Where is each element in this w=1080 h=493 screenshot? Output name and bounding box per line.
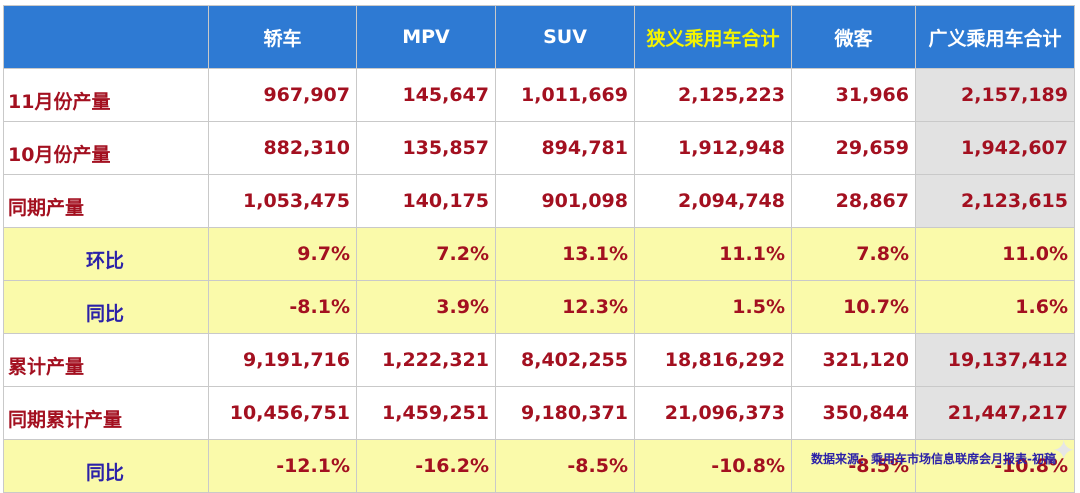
table-cell: 350,844 (791, 386, 916, 440)
table-cell: -12.1% (208, 439, 357, 493)
table-cell: -16.2% (356, 439, 496, 493)
table-row: 10月份产量 882,310 135,857 894,781 1,912,948… (3, 121, 1075, 175)
table-row: 累计产量 9,191,716 1,222,321 8,402,255 18,81… (3, 333, 1075, 387)
table-cell: -8.5% (495, 439, 635, 493)
production-table: 轿车 MPV SUV 狭义乘用车合计 微客 广义乘用车合计 11月份产量 967… (3, 5, 1075, 493)
table-cell: -8.1% (208, 280, 357, 334)
table-cell: 1,053,475 (208, 174, 357, 228)
watermark-logo: ✦ (1052, 434, 1076, 467)
table-row: 环比 9.7% 7.2% 13.1% 11.1% 7.8% 11.0% (3, 227, 1075, 281)
table-cell: 9,180,371 (495, 386, 635, 440)
table-cell: 2,123,615 (915, 174, 1075, 228)
table-cell: 1.5% (634, 280, 792, 334)
table-cell: 1,942,607 (915, 121, 1075, 175)
table-cell: 9.7% (208, 227, 357, 281)
row-label: 10月份产量 (3, 121, 209, 175)
row-label: 同期累计产量 (3, 386, 209, 440)
table-cell: 10.7% (791, 280, 916, 334)
table-cell: 7.8% (791, 227, 916, 281)
header-broad-total: 广义乘用车合计 (915, 5, 1075, 69)
table-cell: 882,310 (208, 121, 357, 175)
header-sedan: 轿车 (208, 5, 357, 69)
table-row: 同期累计产量 10,456,751 1,459,251 9,180,371 21… (3, 386, 1075, 440)
table-row: 同期产量 1,053,475 140,175 901,098 2,094,748… (3, 174, 1075, 228)
table-row: 同比 -8.1% 3.9% 12.3% 1.5% 10.7% 1.6% (3, 280, 1075, 334)
table-cell: 1,459,251 (356, 386, 496, 440)
table-cell: 10,456,751 (208, 386, 357, 440)
header-minivan: 微客 (791, 5, 916, 69)
row-label: 11月份产量 (3, 68, 209, 122)
table-cell: 321,120 (791, 333, 916, 387)
header-row: 轿车 MPV SUV 狭义乘用车合计 微客 广义乘用车合计 (3, 5, 1075, 69)
row-label: 环比 (3, 227, 209, 281)
table-cell: 12.3% (495, 280, 635, 334)
table-cell: 2,094,748 (634, 174, 792, 228)
row-label: 同比 (3, 439, 209, 493)
table-cell: 2,125,223 (634, 68, 792, 122)
table-cell: 8,402,255 (495, 333, 635, 387)
header-suv: SUV (495, 5, 635, 69)
table-cell: 11.0% (915, 227, 1075, 281)
table-cell: 140,175 (356, 174, 496, 228)
table-cell: 1,222,321 (356, 333, 496, 387)
table-cell: 901,098 (495, 174, 635, 228)
table-cell: 7.2% (356, 227, 496, 281)
table-cell: 3.9% (356, 280, 496, 334)
table-cell: 9,191,716 (208, 333, 357, 387)
source-note: 数据来源：乘用车市场信息联席会月报表-初稿 (811, 452, 1056, 466)
table-cell: 135,857 (356, 121, 496, 175)
header-narrow-total: 狭义乘用车合计 (634, 5, 792, 69)
table-cell: 29,659 (791, 121, 916, 175)
table-cell: 1.6% (915, 280, 1075, 334)
table-row: 11月份产量 967,907 145,647 1,011,669 2,125,2… (3, 68, 1075, 122)
row-label: 同比 (3, 280, 209, 334)
table-cell: 11.1% (634, 227, 792, 281)
table-cell: 894,781 (495, 121, 635, 175)
table-cell: 145,647 (356, 68, 496, 122)
table-cell: 2,157,189 (915, 68, 1075, 122)
header-corner (3, 5, 209, 69)
table-cell: 21,096,373 (634, 386, 792, 440)
table-cell: 1,011,669 (495, 68, 635, 122)
row-label: 同期产量 (3, 174, 209, 228)
table-cell: 13.1% (495, 227, 635, 281)
table-cell: 18,816,292 (634, 333, 792, 387)
table-cell: 28,867 (791, 174, 916, 228)
table-cell: -10.8% (634, 439, 792, 493)
table-cell: 21,447,217 (915, 386, 1075, 440)
table-cell: 19,137,412 (915, 333, 1075, 387)
table-cell: 1,912,948 (634, 121, 792, 175)
table-cell: 967,907 (208, 68, 357, 122)
table-cell: 31,966 (791, 68, 916, 122)
row-label: 累计产量 (3, 333, 209, 387)
header-mpv: MPV (356, 5, 496, 69)
